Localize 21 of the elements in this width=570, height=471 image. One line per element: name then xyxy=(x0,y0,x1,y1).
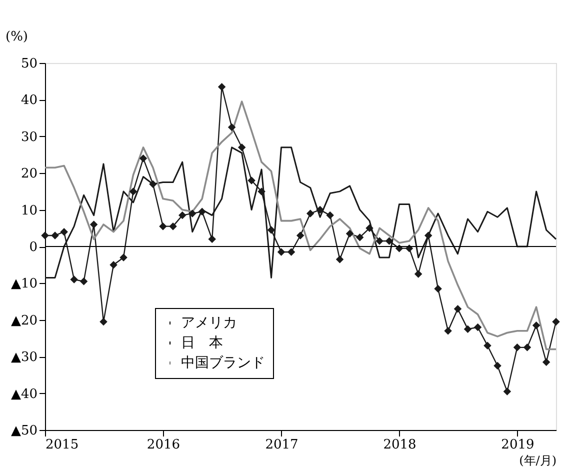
x-axis-title: (年/月) xyxy=(519,454,556,468)
y-tick-label: 50 xyxy=(20,56,38,72)
legend-label: 中国ブランド xyxy=(181,355,265,371)
y-axis-title: (%) xyxy=(6,30,28,44)
y-tick-label: 10 xyxy=(20,203,38,218)
y-tick-label: 20 xyxy=(20,166,38,182)
y-tick-label: ▲50 xyxy=(10,424,38,438)
x-tick-label: 2017 xyxy=(265,438,298,452)
legend-label: 日 本 xyxy=(181,335,223,351)
x-tick-label: 2019 xyxy=(501,438,534,452)
y-tick-label: 30 xyxy=(20,130,38,145)
y-tick-label: ▲10 xyxy=(10,276,38,292)
y-tick-label: 40 xyxy=(20,93,38,108)
legend-label: アメリカ xyxy=(181,315,237,331)
y-tick-label: 0 xyxy=(29,240,38,255)
x-tick-label: 2018 xyxy=(383,438,416,452)
x-tick-label: 2016 xyxy=(146,438,180,452)
y-tick-label: ▲20 xyxy=(10,313,38,328)
y-tick-label: ▲40 xyxy=(10,386,38,402)
y-tick-label: ▲30 xyxy=(10,350,38,366)
x-tick-label: 2015 xyxy=(46,438,79,452)
